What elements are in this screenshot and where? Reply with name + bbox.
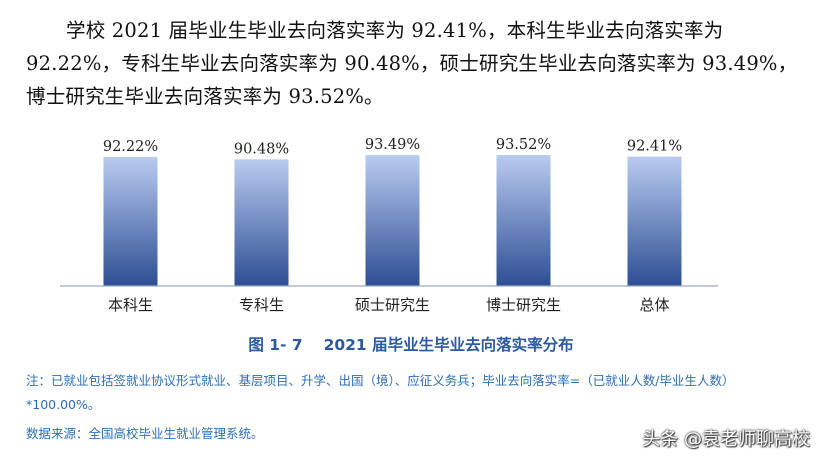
bar-2 — [365, 155, 420, 286]
data-label-2: 93.49% — [365, 138, 420, 153]
footnote: 注：已就业包括签就业协议形式就业、基层项目、升学、出国（境）、应征义务兵；毕业去… — [26, 373, 735, 412]
data-source: 数据来源：全国高校毕业生就业管理系统。 — [26, 426, 264, 441]
data-label-4: 92.41% — [627, 139, 682, 155]
bar-3 — [496, 155, 551, 286]
summary-paragraph: 学校 2021 届毕业生毕业去向落实率为 92.41%，本科生毕业去向落实率为 … — [26, 19, 798, 108]
category-label-1: 专科生 — [239, 296, 284, 314]
category-label-4: 总体 — [639, 296, 669, 314]
figure-caption: 图 1- 7 2021 届毕业生毕业去向落实率分布 — [248, 336, 574, 354]
bar-4 — [627, 156, 682, 286]
data-label-0: 92.22% — [103, 139, 158, 155]
data-label-3: 93.52% — [496, 138, 551, 153]
employment-rate-bar-chart: 92.22% 本科生 90.48% 专科生 93.49% 硕士研究生 93.52% 博士研究生… — [60, 138, 718, 314]
watermark-logo: 头条 @袁老师聊高校 — [642, 429, 810, 450]
bar-0 — [103, 156, 158, 286]
category-label-3: 博士研究生 — [486, 296, 561, 314]
category-label-2: 硕士研究生 — [355, 296, 430, 314]
bar-1 — [234, 159, 289, 286]
category-label-0: 本科生 — [108, 296, 153, 314]
data-label-1: 90.48% — [234, 141, 289, 157]
